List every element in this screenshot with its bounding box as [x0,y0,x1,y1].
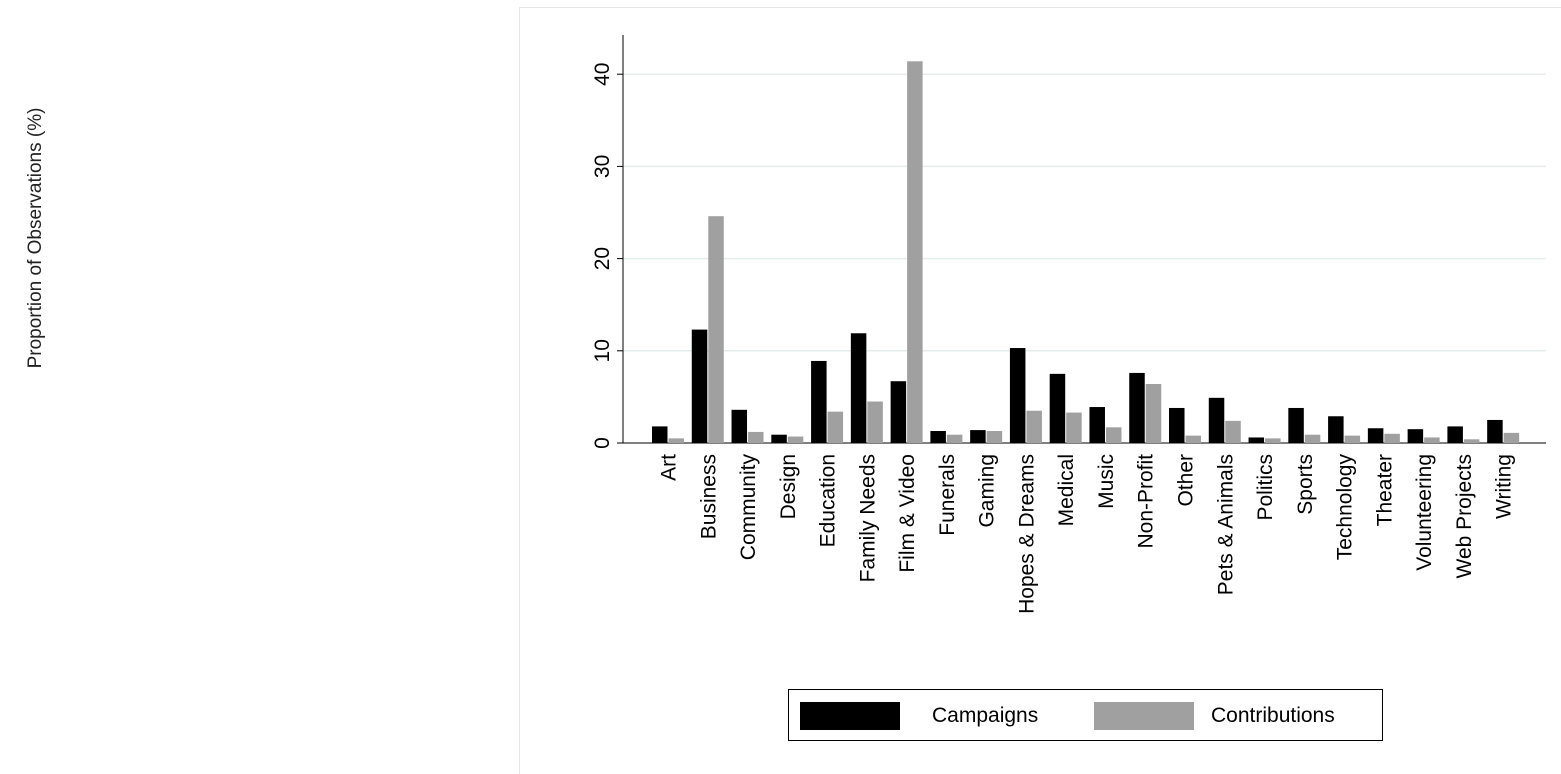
legend: Campaigns Contributions [788,689,1383,741]
x-tick-label: Medical [1055,454,1078,526]
bar-campaigns [850,333,867,443]
x-tick-label: Family Needs [856,454,879,582]
x-tick-label: Community [737,454,760,561]
x-tick-label: Hopes & Dreams [1015,454,1038,614]
bar-campaigns [1248,437,1265,443]
bar-contributions [1344,435,1361,443]
x-tick-label: Writing [1493,454,1516,519]
x-tick-label: Other [1175,454,1198,507]
bar-campaigns [1049,373,1066,443]
bar-campaigns [1487,419,1503,443]
bar-contributions [827,411,844,443]
bar-contributions [1384,433,1400,443]
bar-campaigns [771,434,787,443]
legend-label-contributions: Contributions [1211,704,1335,727]
bar-campaigns [731,409,748,443]
y-tick-label: 20 [591,247,614,270]
bar-contributions [1026,410,1042,443]
y-tick-label: 40 [591,63,614,86]
bar-campaigns [1367,428,1384,443]
bar-campaigns [970,430,986,443]
bar-contributions [1105,427,1122,443]
bar-contributions [1424,437,1440,443]
y-tick-label: 0 [591,437,614,449]
x-tick-label: Web Projects [1453,454,1476,579]
legend-item-campaigns: Campaigns [800,702,1038,730]
bar-campaigns [930,431,946,443]
bar-campaigns [1328,416,1344,443]
bar-contributions [907,61,923,444]
x-tick-label: Education [817,454,840,547]
bar-campaigns [811,360,827,443]
bar-contributions [1503,432,1520,443]
bar-contributions [1066,412,1082,443]
bar-campaigns [1169,407,1185,443]
x-tick-label: Theater [1373,454,1396,526]
legend-swatch-contributions [1094,702,1194,730]
x-tick-label: Film & Video [896,454,919,573]
bar-contributions [708,216,724,443]
bar-campaigns [1129,372,1145,443]
bar-contributions [787,436,804,443]
bar-contributions [1265,438,1281,443]
x-tick-label: Music [1095,454,1118,509]
y-tick-label: 30 [591,155,614,178]
bar-contributions [1185,435,1202,443]
bar-campaigns [1208,397,1225,443]
legend-item-contributions: Contributions [1094,702,1335,730]
x-tick-label: Non-Profit [1135,454,1158,549]
x-tick-label: Sports [1294,454,1317,515]
bar-contributions [867,401,883,443]
bar-contributions [748,431,764,443]
legend-label-campaigns: Campaigns [932,704,1039,727]
bar-contributions [946,434,963,443]
x-tick-label: Design [777,454,800,519]
bar-campaigns [890,381,907,443]
bar-campaigns [1447,426,1463,443]
plot-region [519,7,1561,774]
bar-campaigns [652,426,668,443]
bar-contributions [1304,434,1321,443]
bar-contributions [1225,420,1241,443]
bar-contributions [1463,439,1480,443]
x-tick-label: Technology [1334,454,1357,561]
bar-campaigns [1009,348,1026,443]
bar-campaigns [691,329,708,443]
legend-swatch-campaigns [800,702,900,730]
x-tick-label: Pets & Animals [1214,454,1237,595]
bar-campaigns [1089,407,1105,443]
bar-contributions [668,438,684,443]
x-tick-label: Volunteering [1413,454,1436,571]
bar-campaigns [1288,407,1304,443]
x-tick-label: Funerals [936,454,959,536]
x-tick-label: Gaming [976,454,999,528]
bar-campaigns [1407,429,1424,443]
y-tick-label: 10 [591,339,614,362]
bar-contributions [1145,383,1162,443]
x-tick-label: Art [658,454,681,481]
bar-contributions [986,431,1003,443]
x-tick-label: Politics [1254,454,1277,521]
x-tick-label: Business [697,454,720,539]
